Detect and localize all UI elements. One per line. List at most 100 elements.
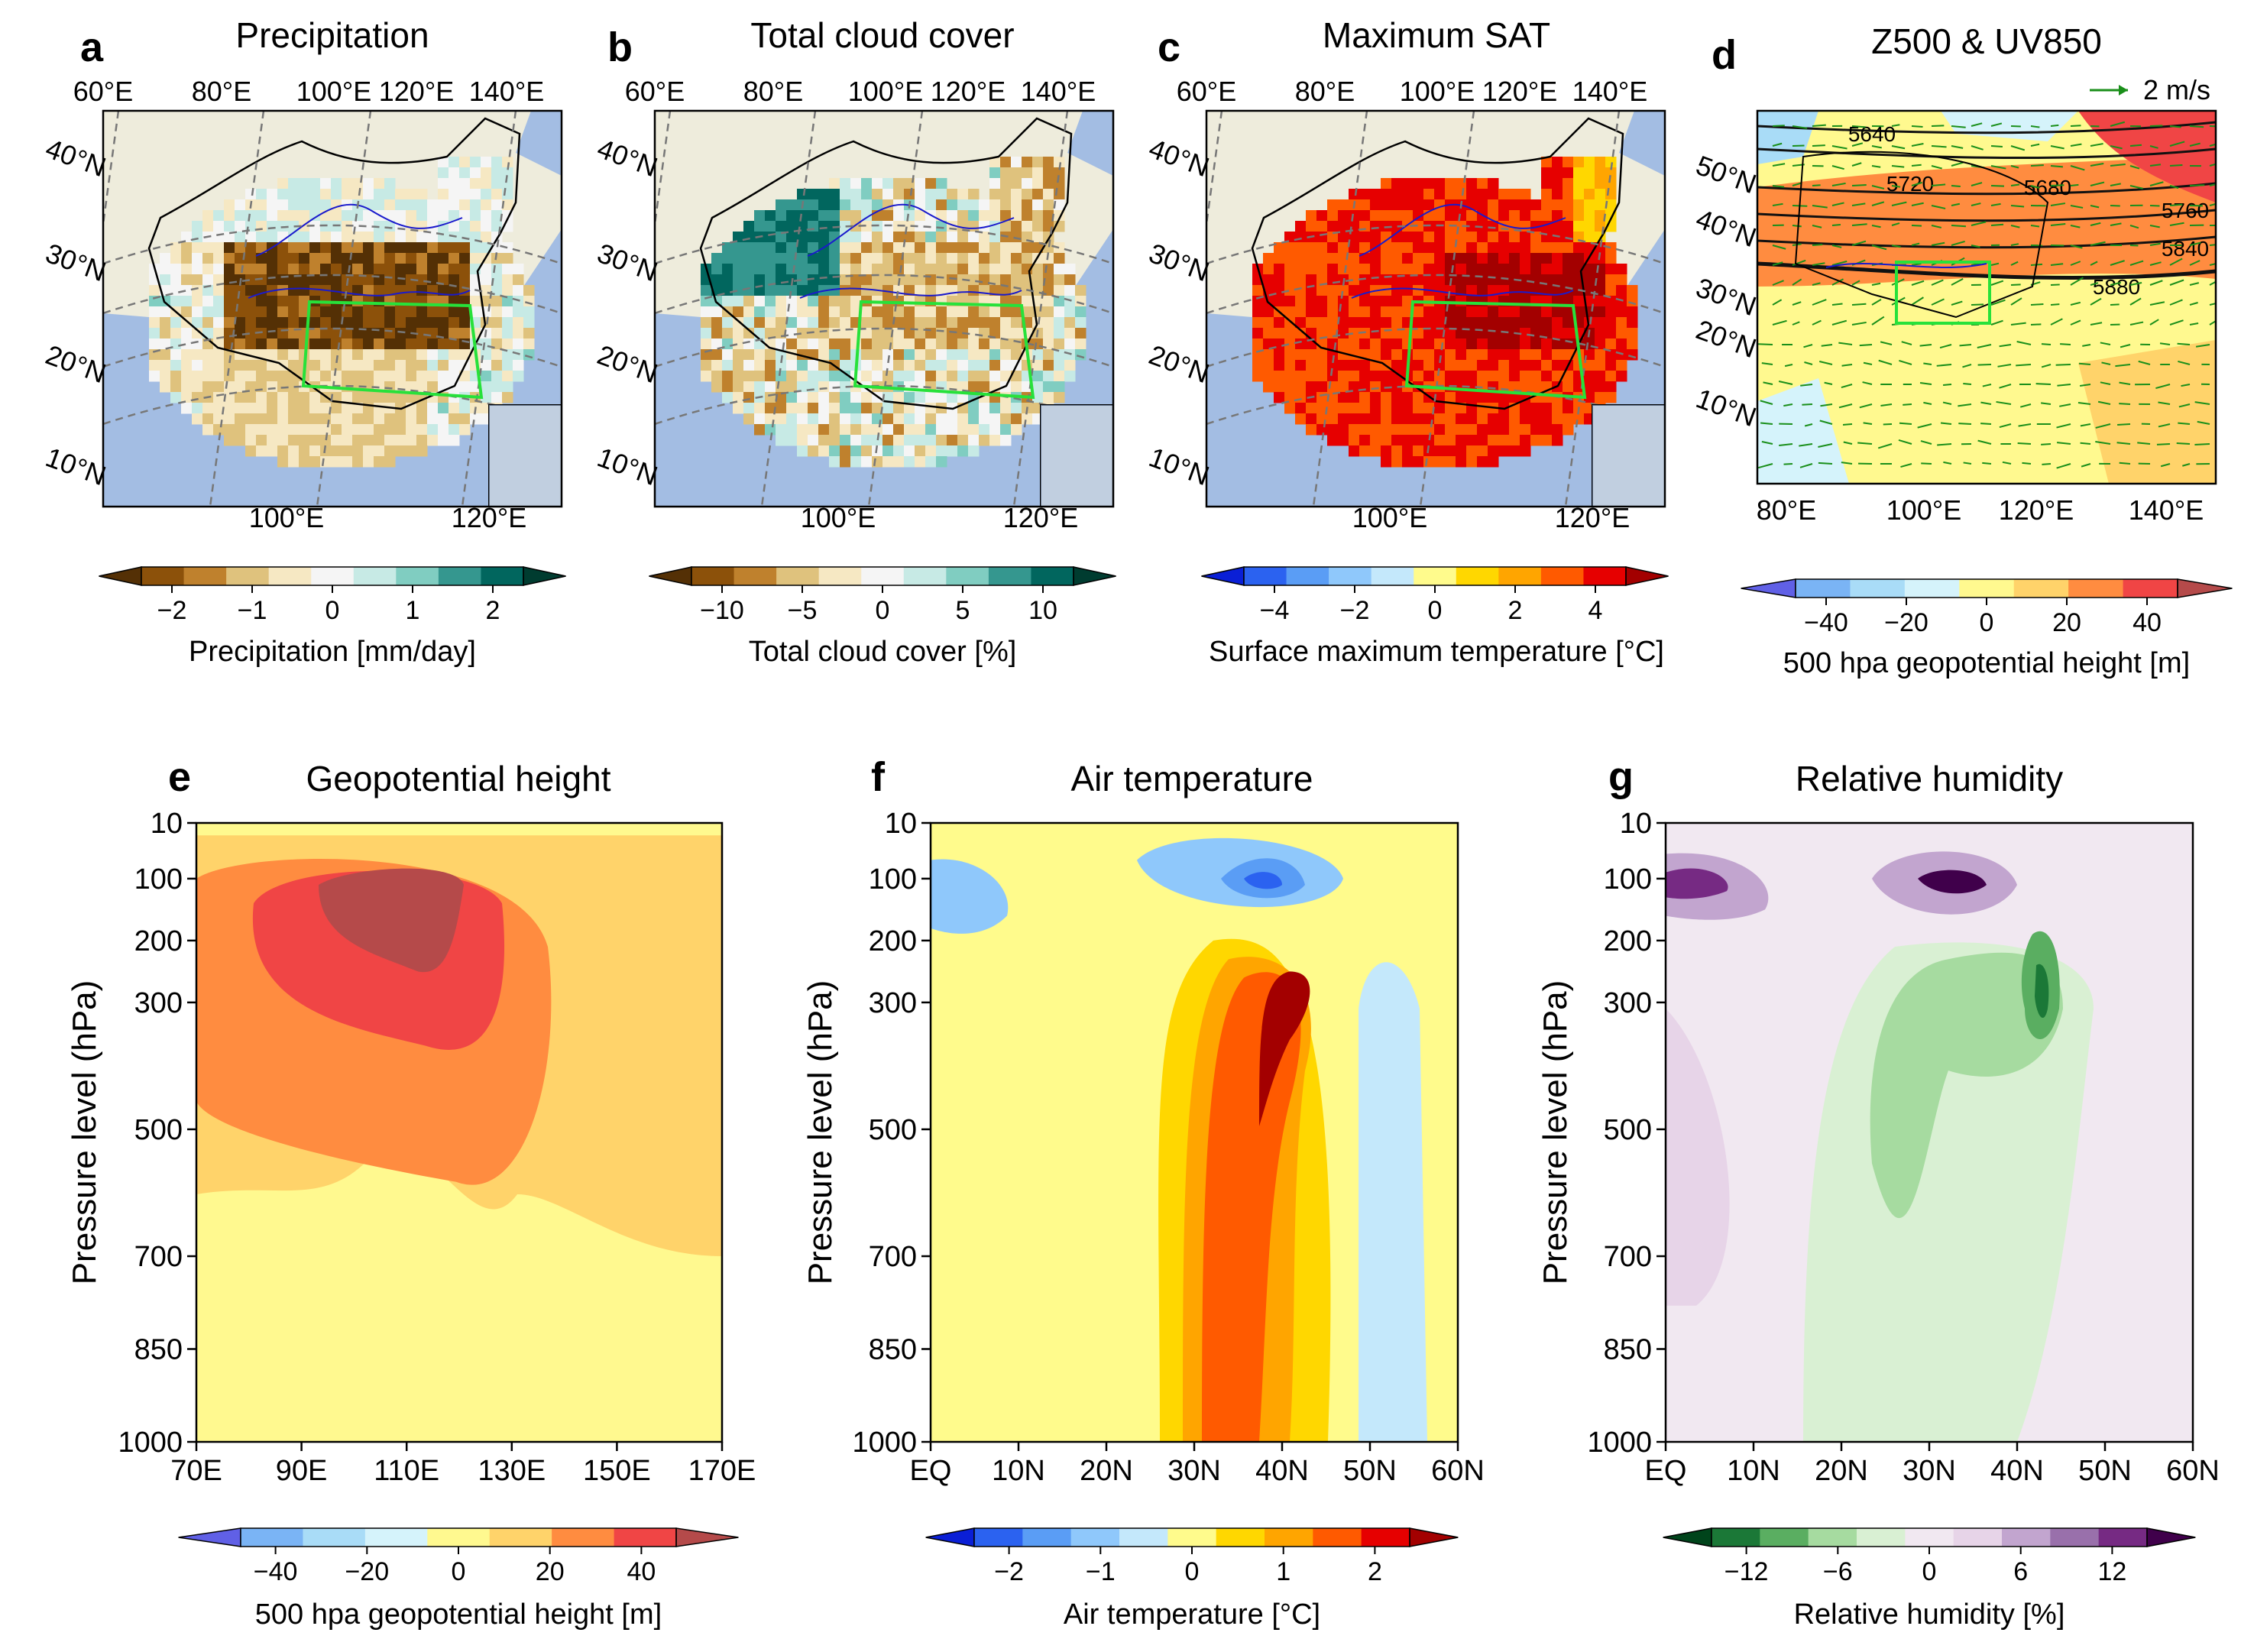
wind-vector (2059, 403, 2071, 407)
grid-cell (786, 199, 798, 211)
grid-cell (1043, 317, 1054, 329)
grid-cell (416, 242, 428, 254)
grid-cell (427, 253, 439, 264)
grid-cell (818, 232, 830, 243)
x-tick-label: 50N (1343, 1455, 1397, 1487)
grid-cell (1488, 199, 1499, 211)
wind-vector (1900, 463, 1912, 468)
grid-cell (1466, 435, 1478, 446)
grid-cell (202, 360, 214, 371)
grid-cell (1000, 167, 1012, 179)
grid-cell (979, 349, 990, 361)
grid-cell (288, 189, 300, 200)
grid-cell (438, 413, 449, 425)
grid-cell (1402, 413, 1414, 425)
grid-cell (288, 392, 300, 403)
grid-cell (733, 253, 744, 264)
grid-cell (701, 306, 712, 318)
grid-cell (722, 296, 734, 307)
grid-cell (491, 189, 503, 200)
grid-cell (267, 435, 278, 446)
grid-cell (1616, 264, 1627, 275)
grid-cell (1520, 199, 1531, 211)
grid-cell (1316, 232, 1328, 243)
grid-cell (1316, 371, 1328, 382)
grid-cell (342, 360, 353, 371)
grid-cell (882, 264, 894, 275)
grid-cell (1413, 242, 1424, 254)
colorbar-swatch (183, 567, 227, 585)
grid-cell (1263, 360, 1274, 371)
grid-cell (245, 285, 257, 296)
grid-cell (925, 424, 937, 436)
grid-cell (342, 392, 353, 403)
grid-cell (1488, 189, 1499, 200)
grid-cell (427, 221, 439, 232)
wind-vector (2010, 125, 2021, 128)
colorbar-tick-label: 40 (2133, 608, 2162, 637)
grid-cell (808, 296, 819, 307)
grid-cell (968, 189, 980, 200)
grid-cell (374, 371, 385, 382)
grid-cell (733, 381, 744, 393)
grid-cell (202, 424, 214, 436)
grid-cell (1627, 306, 1638, 318)
grid-cell (1584, 381, 1595, 393)
grid-cell (829, 424, 840, 436)
grid-cell (1284, 403, 1296, 414)
grid-cell (893, 264, 905, 275)
grid-cell (1306, 306, 1317, 318)
grid-cell (711, 371, 723, 382)
grid-cell (1498, 435, 1510, 446)
grid-cell (395, 274, 406, 286)
grid-cell (245, 360, 257, 371)
grid-cell (1477, 338, 1488, 350)
wind-vector (2095, 441, 2111, 445)
grid-cell (256, 199, 267, 211)
grid-cell (160, 338, 171, 350)
grid-cell (808, 189, 819, 200)
grid-cell (872, 413, 883, 425)
grid-cell (925, 413, 937, 425)
grid-cell (235, 392, 246, 403)
wind-vector (1923, 362, 1932, 365)
grid-cell (754, 403, 766, 414)
grid-cell (818, 306, 830, 318)
grid-cell (1595, 381, 1606, 393)
grid-cell (1402, 392, 1414, 403)
grid-cell (1413, 456, 1424, 468)
grid-cell (1552, 338, 1563, 350)
grid-cell (1520, 381, 1531, 393)
grid-cell (1498, 199, 1510, 211)
grid-cell (513, 360, 524, 371)
grid-cell (363, 424, 374, 436)
grid-cell (882, 189, 894, 200)
grid-cell (384, 424, 396, 436)
grid-cell (1274, 371, 1285, 382)
grid-cell (1616, 274, 1627, 286)
colorbar-tick-label: −12 (1724, 1557, 1769, 1586)
grid-cell (481, 381, 492, 393)
grid-cell (915, 274, 926, 286)
grid-cell (1488, 221, 1499, 232)
grid-cell (904, 242, 915, 254)
grid-cell (968, 210, 980, 222)
grid-cell (363, 189, 374, 200)
grid-cell (1563, 274, 1574, 286)
grid-cell (1306, 264, 1317, 275)
grid-cell (989, 167, 1001, 179)
grid-cell (957, 392, 969, 403)
grid-cell (1370, 189, 1381, 200)
grid-cell (925, 403, 937, 414)
grid-cell (1381, 424, 1392, 436)
grid-cell (309, 221, 321, 232)
grid-cell (438, 306, 449, 318)
lat-label: 30°N (593, 237, 662, 287)
colorbar-tick-label: −20 (345, 1557, 389, 1586)
grid-cell (449, 242, 460, 254)
colorbar-swatch (734, 567, 777, 585)
y-tick-label: 300 (1604, 987, 1652, 1019)
grid-cell (277, 317, 289, 329)
grid-cell (1349, 274, 1360, 286)
grid-cell (438, 167, 449, 179)
